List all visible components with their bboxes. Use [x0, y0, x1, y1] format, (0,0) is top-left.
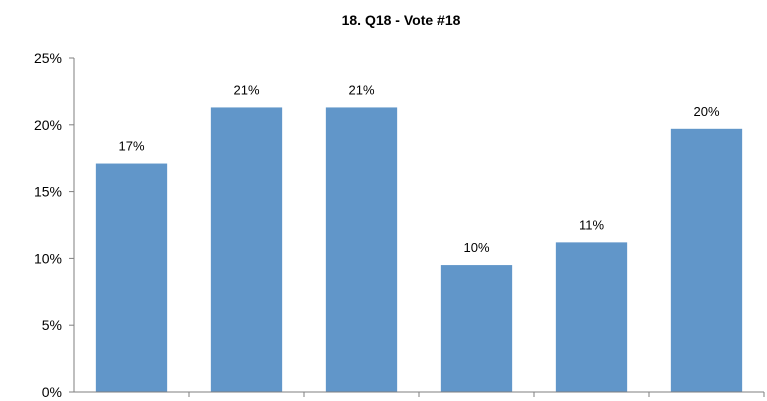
bar-data-label: 17%: [118, 139, 144, 154]
y-tick-label: 20%: [34, 117, 62, 133]
bar-data-label: 20%: [693, 104, 719, 119]
bar: [95, 163, 168, 392]
y-tick-label: 10%: [34, 250, 62, 266]
bar-data-label: 10%: [463, 240, 489, 255]
bar-data-label: 21%: [233, 82, 259, 97]
bar-data-label: 21%: [348, 82, 374, 97]
bar: [440, 265, 513, 392]
bar: [670, 128, 743, 393]
bar: [325, 107, 398, 392]
y-tick-label: 25%: [34, 50, 62, 66]
y-tick-label: 0%: [42, 384, 62, 400]
bar-data-label: 11%: [579, 217, 604, 232]
chart-title: 18. Q18 - Vote #18: [342, 12, 461, 28]
bar: [555, 242, 628, 392]
y-tick-label: 15%: [34, 184, 62, 200]
y-tick-label: 5%: [42, 317, 62, 333]
bars-group: 17% 21% 21% 10% 11% 20%: [95, 82, 743, 393]
y-axis-ticks: 0% 5% 10% 15% 20% 25%: [34, 50, 74, 400]
bar: [210, 107, 283, 392]
x-axis-ticks: [188, 392, 765, 397]
